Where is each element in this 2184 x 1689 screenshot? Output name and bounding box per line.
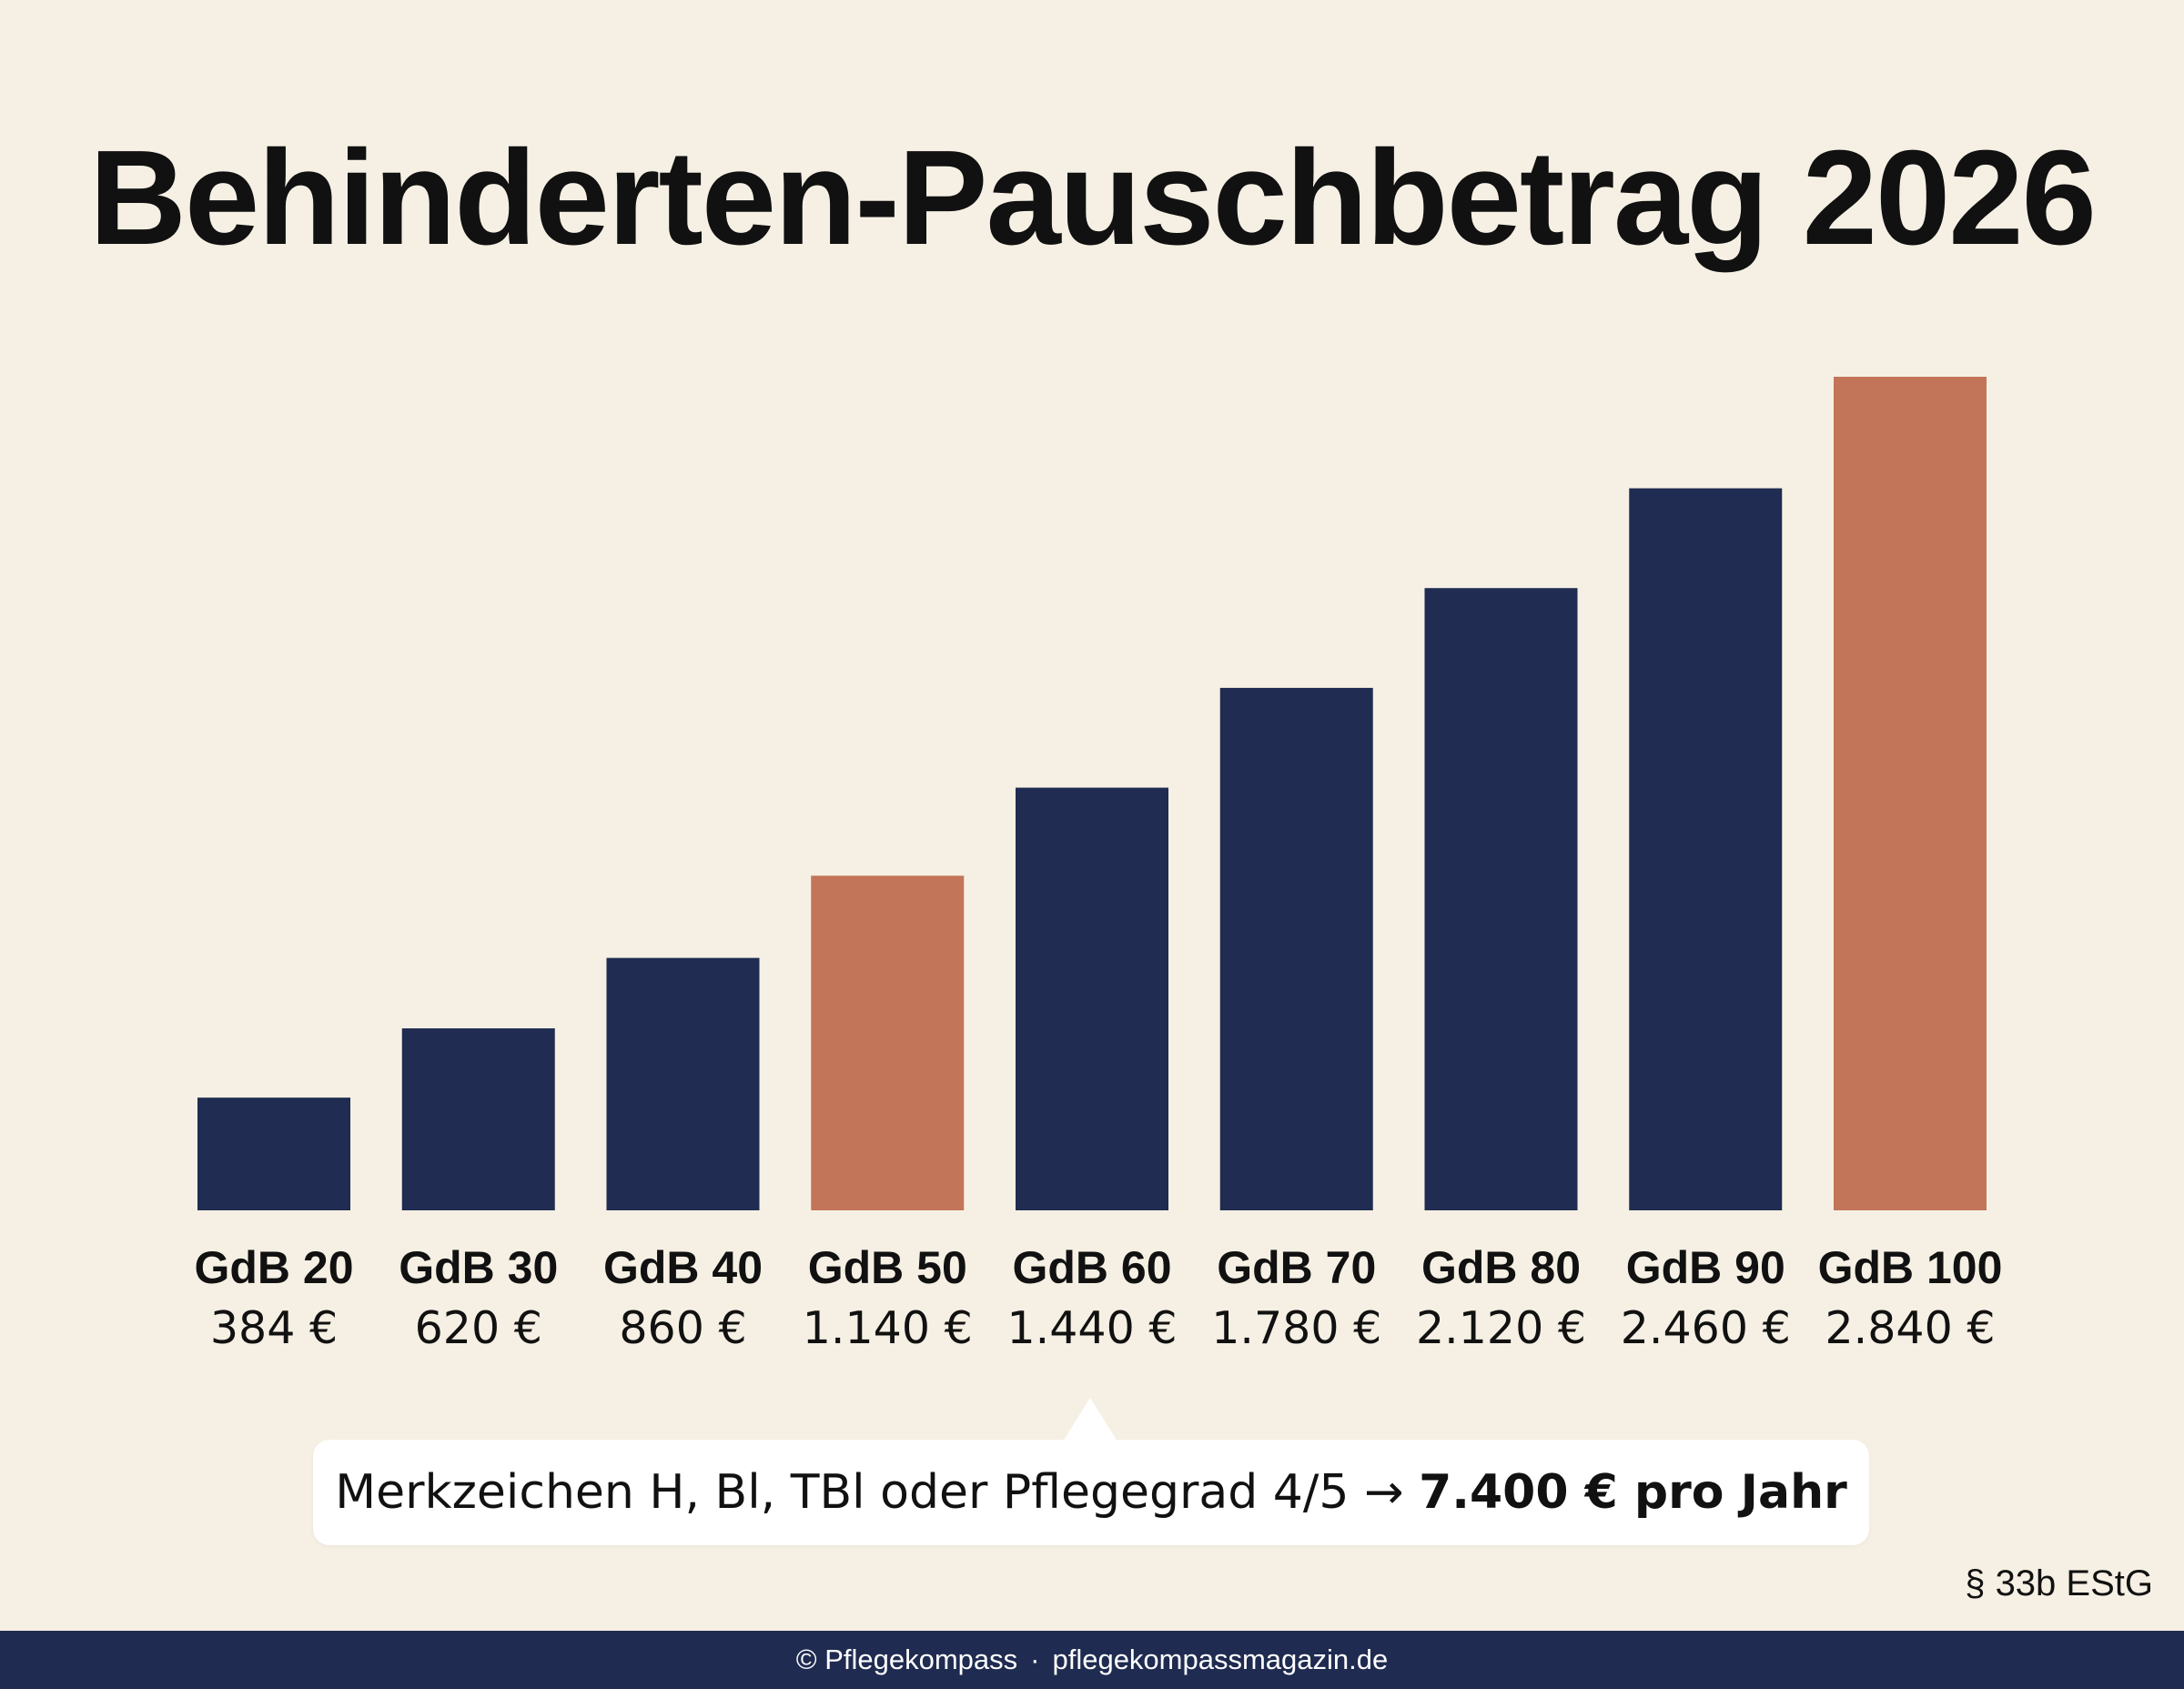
footer-bar: © Pflegekompass · pflegekompassmagazin.de (0, 1631, 2184, 1689)
category-label: GdB 50 (808, 1242, 967, 1293)
category-label: GdB 40 (603, 1242, 763, 1293)
category-label: GdB 20 (194, 1242, 353, 1293)
callout-main-text: Merkzeichen H, Bl, TBl oder Pflegegrad 4… (335, 1465, 1420, 1520)
bar-gdb-40 (606, 957, 760, 1210)
value-label: 1.780 € (1211, 1302, 1381, 1354)
value-label: 860 € (619, 1302, 746, 1354)
value-label: 620 € (415, 1302, 542, 1354)
bars-group (197, 377, 1987, 1210)
bar-gdb-80 (1424, 588, 1578, 1210)
footer-copyright: © Pflegekompass (795, 1643, 1018, 1675)
value-label: 384 € (210, 1302, 338, 1354)
value-label: 2.840 € (1825, 1302, 1995, 1354)
callout-pointer (1063, 1398, 1117, 1441)
value-labels-group: 384 € 620 € 860 € 1.140 € 1.440 € 1.780 € 2.12… (210, 1302, 1996, 1354)
bar-gdb-90 (1629, 488, 1783, 1210)
bar-chart: GdB 20 GdB 30 GdB 40 GdB 50 GdB 60 GdB 70 GdB … (194, 377, 2002, 1354)
callout-text: Merkzeichen H, Bl, TBl oder Pflegegrad 4… (313, 1440, 1869, 1545)
bar-gdb-30 (401, 1028, 555, 1210)
bar-gdb-50 (811, 875, 965, 1210)
category-label: GdB 30 (399, 1242, 558, 1293)
value-label: 1.440 € (1006, 1302, 1177, 1354)
category-label: GdB 70 (1217, 1242, 1376, 1293)
footer-url: pflegekompassmagazin.de (1052, 1643, 1389, 1675)
footer-separator: · (1030, 1643, 1040, 1675)
page-title: Behinderten-Pauschbetrag 2026 (89, 123, 2097, 273)
value-label: 2.460 € (1621, 1302, 1791, 1354)
category-label: GdB 80 (1421, 1242, 1581, 1293)
bar-gdb-100 (1834, 377, 1987, 1210)
value-label: 2.120 € (1416, 1302, 1586, 1354)
category-labels-group: GdB 20 GdB 30 GdB 40 GdB 50 GdB 60 GdB 70 GdB … (194, 1242, 2002, 1293)
category-label: GdB 60 (1012, 1242, 1171, 1293)
value-label: 1.140 € (803, 1302, 973, 1354)
bar-gdb-70 (1219, 687, 1373, 1210)
callout-highlight-amount: 7.400 € pro Jahr (1419, 1465, 1847, 1520)
category-label: GdB 100 (1818, 1242, 2003, 1293)
bar-gdb-60 (1016, 787, 1168, 1210)
category-label: GdB 90 (1626, 1242, 1785, 1293)
callout-box: Merkzeichen H, Bl, TBl oder Pflegegrad 4… (313, 1440, 1869, 1545)
bar-gdb-20 (197, 1097, 350, 1210)
legal-reference: § 33b EStG (1965, 1563, 2153, 1603)
